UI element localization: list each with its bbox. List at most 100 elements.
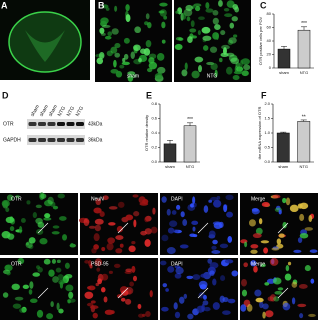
cell xyxy=(165,288,169,292)
error-bar xyxy=(300,119,307,122)
lane-label: sham xyxy=(30,104,41,118)
cell xyxy=(9,226,15,232)
cell xyxy=(145,13,150,20)
arrow xyxy=(117,287,129,299)
cell xyxy=(1,199,10,208)
cell xyxy=(56,302,60,311)
cell xyxy=(233,70,243,75)
cell xyxy=(159,2,168,7)
cell xyxy=(102,195,109,201)
y-tick-label: 1.5 xyxy=(264,116,270,121)
cell xyxy=(229,22,235,29)
arrow xyxy=(37,287,49,299)
cell xyxy=(211,250,221,254)
cell xyxy=(207,258,213,264)
cell xyxy=(32,272,40,277)
band xyxy=(38,122,46,126)
cell xyxy=(214,69,218,78)
cell xyxy=(161,39,166,44)
cell xyxy=(211,245,217,250)
cell xyxy=(5,207,10,213)
cell xyxy=(59,216,67,221)
arrow xyxy=(37,222,49,234)
cell xyxy=(127,71,136,75)
cell xyxy=(123,37,130,44)
cell xyxy=(154,72,163,80)
cell xyxy=(107,31,113,37)
significance: ** xyxy=(302,114,306,120)
cell xyxy=(52,276,59,283)
arrow xyxy=(117,222,129,234)
cell xyxy=(161,234,169,242)
cell xyxy=(269,257,279,266)
cell xyxy=(108,270,113,274)
panel-label: B xyxy=(98,0,105,10)
cell xyxy=(194,5,201,12)
cell xyxy=(202,45,209,51)
cell xyxy=(269,294,277,302)
error-bar xyxy=(301,26,307,31)
cell xyxy=(101,246,106,252)
cell xyxy=(248,219,256,227)
cell xyxy=(119,243,124,248)
cell xyxy=(67,298,76,303)
cell xyxy=(291,281,298,288)
cell xyxy=(212,10,219,16)
cell xyxy=(298,284,308,289)
channel-label: Merge xyxy=(251,196,265,202)
cell xyxy=(139,202,149,206)
cell xyxy=(182,12,187,20)
cell xyxy=(266,278,276,284)
cell xyxy=(115,235,124,241)
cell xyxy=(264,282,270,286)
bar xyxy=(276,132,290,163)
cell xyxy=(200,273,209,278)
cell xyxy=(220,52,229,58)
cell xyxy=(190,203,195,208)
cell xyxy=(47,196,54,205)
cell xyxy=(190,20,195,28)
cell xyxy=(11,283,20,291)
x-tick-label: NTG xyxy=(300,70,308,75)
cell xyxy=(148,61,158,70)
cell xyxy=(224,259,234,264)
band xyxy=(47,122,56,126)
band xyxy=(76,122,84,126)
cell xyxy=(265,310,274,318)
cell xyxy=(44,213,51,219)
cell xyxy=(108,222,116,226)
cell xyxy=(241,58,250,65)
cell xyxy=(253,265,258,273)
cell xyxy=(123,53,129,60)
cell xyxy=(241,289,248,297)
x-tick-label: NTG xyxy=(186,164,194,169)
cell xyxy=(203,306,211,312)
cell xyxy=(252,233,262,239)
bar xyxy=(183,125,197,163)
cell xyxy=(28,289,33,295)
cell xyxy=(221,44,230,50)
cell xyxy=(110,46,118,54)
cell xyxy=(46,313,54,320)
y-tick-label: 40 xyxy=(267,38,272,43)
cell xyxy=(189,28,197,33)
cell xyxy=(272,194,281,199)
cell xyxy=(57,274,64,281)
bar xyxy=(163,143,177,163)
cell xyxy=(282,197,287,204)
cell xyxy=(25,242,30,246)
cell xyxy=(198,280,208,289)
cell xyxy=(278,233,285,238)
y-axis-label: OTR relative density xyxy=(144,115,149,151)
cell xyxy=(101,273,109,281)
y-tick-label: 1.0 xyxy=(264,130,270,135)
cell xyxy=(224,13,233,18)
cell xyxy=(208,230,216,238)
cell xyxy=(228,37,237,44)
cell xyxy=(162,283,168,288)
band xyxy=(66,122,75,126)
cell xyxy=(101,4,109,9)
cell xyxy=(297,237,303,244)
cell xyxy=(138,196,146,204)
